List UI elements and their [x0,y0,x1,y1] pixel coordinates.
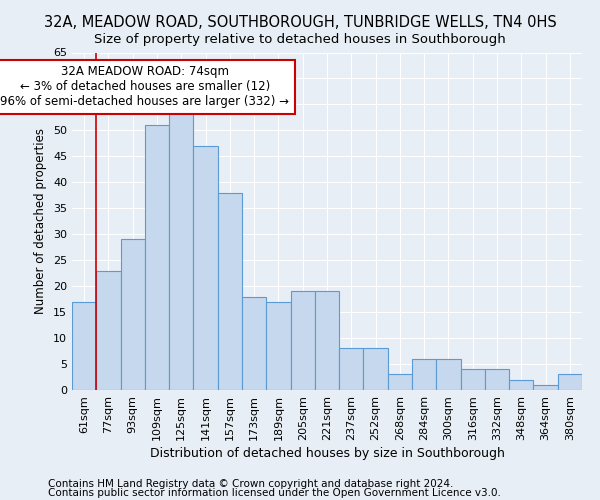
Bar [339,348,364,390]
Bar [266,302,290,390]
Bar [533,385,558,390]
Bar [218,192,242,390]
Bar [96,270,121,390]
Bar [121,240,145,390]
Text: Size of property relative to detached houses in Southborough: Size of property relative to detached ho… [94,32,506,46]
Bar [315,292,339,390]
Bar [388,374,412,390]
Y-axis label: Number of detached properties: Number of detached properties [34,128,47,314]
Bar [290,292,315,390]
Bar [364,348,388,390]
X-axis label: Distribution of detached houses by size in Southborough: Distribution of detached houses by size … [149,447,505,460]
Text: Contains public sector information licensed under the Open Government Licence v3: Contains public sector information licen… [48,488,501,498]
Bar [145,125,169,390]
Bar [242,296,266,390]
Bar [436,359,461,390]
Bar [485,369,509,390]
Bar [72,302,96,390]
Bar [412,359,436,390]
Text: 32A MEADOW ROAD: 74sqm
← 3% of detached houses are smaller (12)
96% of semi-deta: 32A MEADOW ROAD: 74sqm ← 3% of detached … [1,66,289,108]
Bar [509,380,533,390]
Bar [193,146,218,390]
Bar [461,369,485,390]
Bar [558,374,582,390]
Text: Contains HM Land Registry data © Crown copyright and database right 2024.: Contains HM Land Registry data © Crown c… [48,479,454,489]
Text: 32A, MEADOW ROAD, SOUTHBOROUGH, TUNBRIDGE WELLS, TN4 0HS: 32A, MEADOW ROAD, SOUTHBOROUGH, TUNBRIDG… [44,15,556,30]
Bar [169,110,193,390]
